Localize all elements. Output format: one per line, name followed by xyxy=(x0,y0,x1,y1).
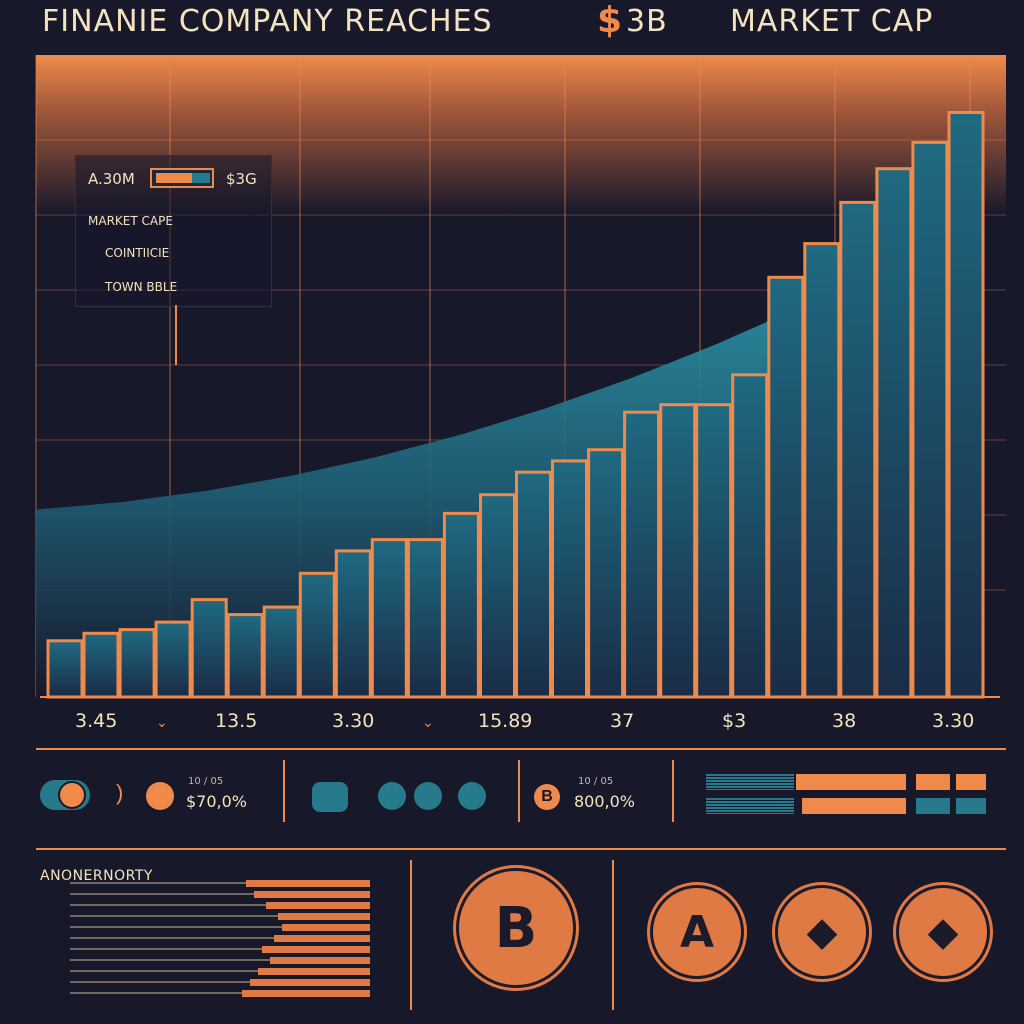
striped-bars xyxy=(706,774,988,818)
market-cap-chart xyxy=(35,55,1006,699)
list-row-bar xyxy=(270,957,370,964)
coin-icon xyxy=(146,782,174,810)
list-row-bar xyxy=(258,968,370,975)
x-tick-label: 13.5 xyxy=(215,710,258,732)
bar xyxy=(82,631,120,699)
a-coin-icon: A xyxy=(650,885,744,979)
chevron-down-icon: ⌄ xyxy=(422,714,434,730)
title-part2: MARKET CAP xyxy=(730,4,934,39)
x-tick-label: 3.30 xyxy=(332,710,375,732)
bar xyxy=(370,538,408,699)
legend-connector xyxy=(175,305,177,365)
bar xyxy=(695,403,733,699)
list-row-bar xyxy=(254,891,370,898)
list-row-bar xyxy=(262,946,370,953)
chevron-down-icon: ⌄ xyxy=(156,714,168,730)
divider xyxy=(36,748,1006,750)
stat-value: 800,0% xyxy=(574,792,636,811)
bar xyxy=(551,459,588,699)
bar xyxy=(767,275,805,699)
bars xyxy=(46,111,985,699)
title-value: 3B xyxy=(626,4,668,39)
bar xyxy=(298,571,336,699)
bar xyxy=(46,639,84,699)
bar xyxy=(334,549,372,699)
divider xyxy=(36,848,1006,850)
x-tick-label: 37 xyxy=(610,710,635,732)
legend-item-market-cap: MARKET CAPE xyxy=(88,214,173,228)
legend-progress-bar xyxy=(150,168,214,188)
toggle-icon[interactable] xyxy=(40,780,90,810)
list-row-bar xyxy=(250,979,370,986)
bar xyxy=(623,410,661,699)
list-row-bar xyxy=(282,924,370,931)
bar xyxy=(875,167,913,699)
legend-item-cointiicie: COINTIICIE xyxy=(105,246,170,260)
list-row-bar xyxy=(266,902,370,909)
dollar-icon: $ xyxy=(597,0,624,41)
x-tick-label: $3 xyxy=(722,710,747,732)
bar xyxy=(515,470,552,699)
legend-value-left: A.30M xyxy=(88,170,135,188)
bar xyxy=(947,111,985,699)
coin-stack-icon xyxy=(312,782,348,812)
stat-caption: 10 / 05 xyxy=(578,776,614,787)
bar xyxy=(406,538,444,699)
bar xyxy=(659,403,697,699)
bar xyxy=(226,613,264,699)
legend-value-right: $3G xyxy=(226,170,257,188)
list-row-bar xyxy=(278,913,370,920)
bar xyxy=(911,140,949,699)
x-tick-label: 3.45 xyxy=(75,710,118,732)
bar xyxy=(839,200,877,699)
x-tick-label: 38 xyxy=(832,710,857,732)
bar xyxy=(190,598,228,699)
coin-row-icon xyxy=(368,778,498,814)
x-tick-label: 15.89 xyxy=(478,710,533,732)
legend-item-town-bble: TOWN BBLE xyxy=(105,280,178,294)
list-label: ANONERNORTY xyxy=(40,868,153,884)
page-title: FINANIE COMPANY REACHES $ 3B MARKET CAP xyxy=(0,0,1024,50)
horizontal-bar-list xyxy=(70,880,370,997)
stat-value: $70,0% xyxy=(186,792,248,811)
bar xyxy=(154,620,192,699)
bar xyxy=(803,242,841,699)
ethereum-coin-icon-2: ◆ xyxy=(896,885,990,979)
bar xyxy=(118,628,156,699)
bar xyxy=(262,605,300,699)
bitcoin-coin-icon: B xyxy=(456,868,576,988)
bar xyxy=(731,373,769,699)
bitcoin-icon: B xyxy=(534,784,560,810)
ethereum-coin-icon: ◆ xyxy=(775,885,869,979)
list-row-bar xyxy=(246,880,370,887)
title-part1: FINANIE COMPANY REACHES xyxy=(42,4,493,39)
bar xyxy=(479,493,516,699)
bar xyxy=(442,511,480,699)
bar xyxy=(587,448,625,699)
list-row-bar xyxy=(274,935,370,942)
list-row-bar xyxy=(242,990,370,997)
x-tick-label: 3.30 xyxy=(932,710,975,732)
stat-caption: 10 / 05 xyxy=(188,776,224,787)
